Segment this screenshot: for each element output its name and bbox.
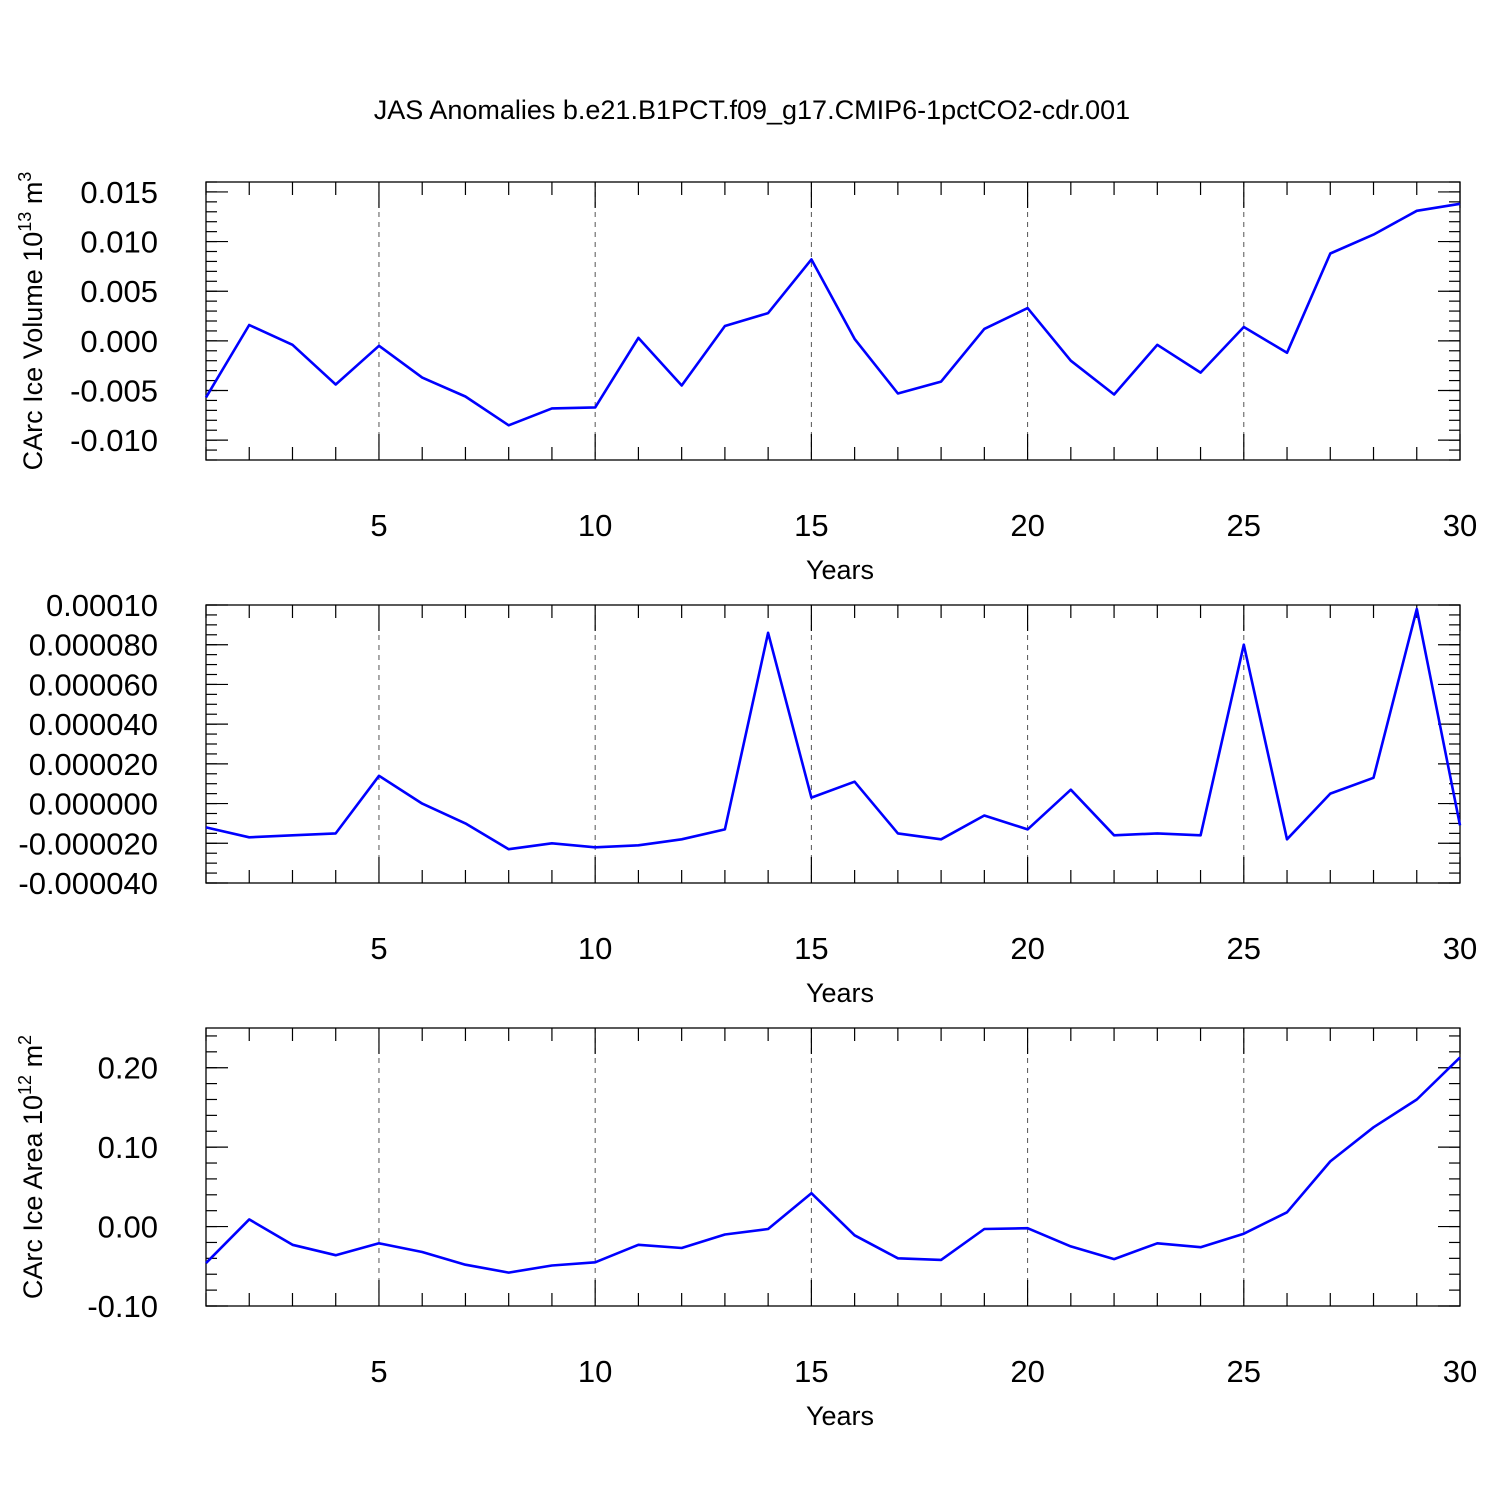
panel-1: 5 10 15 20 25 30 Years 0.015 0.010 0.005 0.000 -0.0… <box>15 172 1477 585</box>
y-tick-label: 0.005 <box>80 274 158 309</box>
y-tick-label: -0.000040 <box>18 866 158 901</box>
data-line <box>205 607 1462 851</box>
y-tick-label: 0.000080 <box>29 628 158 663</box>
y-tick-label: 0.000040 <box>29 707 158 742</box>
y-tick-label: -0.005 <box>70 374 158 409</box>
y-tick-label: 0.000020 <box>29 747 158 782</box>
x-tick-label: 30 <box>1443 1354 1477 1389</box>
x-tick-label: 10 <box>578 508 612 543</box>
y-tick-label: 0.010 <box>80 225 158 260</box>
y-tick-label: 0.00010 <box>46 588 158 623</box>
y-tick-label: 0.20 <box>98 1051 158 1086</box>
y-tick-label: 0.015 <box>80 175 158 210</box>
panel-2: 5 10 15 20 25 30 Years 0.00010 0.000080 0.000060 0… <box>18 588 1477 1008</box>
y-tick-label: -0.010 <box>70 423 158 458</box>
chart-title: JAS Anomalies b.e21.B1PCT.f09_g17.CMIP6-… <box>374 95 1130 125</box>
x-tick-label: 10 <box>578 1354 612 1389</box>
y-tick-label: -0.000020 <box>18 826 158 861</box>
x-tick-label: 25 <box>1227 1354 1261 1389</box>
plot-frame <box>205 181 1461 461</box>
x-tick-label: 15 <box>794 508 828 543</box>
y-tick-label: -0.10 <box>87 1289 158 1324</box>
x-tick-label: 25 <box>1227 508 1261 543</box>
x-tick-label: 5 <box>370 931 387 966</box>
x-tick-label: 20 <box>1010 508 1044 543</box>
panels: 5 10 15 20 25 30Years0.0150.0100.0050.000-0.0… <box>15 172 1477 1431</box>
plot-frame <box>205 1027 1461 1307</box>
y-tick-label: 0.00 <box>98 1210 158 1245</box>
x-tick-label: 10 <box>578 931 612 966</box>
x-tick-label: 30 <box>1443 508 1477 543</box>
data-line <box>204 202 1461 427</box>
panel-3: 5 10 15 20 25 30 Years 0.20 0.10 0.00 -0.10 CArc Ic… <box>15 1027 1477 1431</box>
x-axis-label: Years <box>806 978 874 1008</box>
y-tick-label: 0.10 <box>98 1130 158 1165</box>
y-tick-label: 0.000 <box>80 324 158 359</box>
x-tick-label: 30 <box>1443 931 1477 966</box>
x-tick-label: 20 <box>1010 1354 1044 1389</box>
data-line <box>205 1056 1461 1274</box>
x-tick-label: 20 <box>1010 931 1044 966</box>
y-axis-label: CArc Ice Area 1012 m2 <box>15 1035 48 1299</box>
y-tick-label: 0.000060 <box>29 667 158 702</box>
plot-frame <box>205 604 1461 884</box>
x-tick-label: 25 <box>1227 931 1261 966</box>
x-axis-label: Years <box>806 555 874 585</box>
x-axis-label: Years <box>806 1401 874 1431</box>
x-tick-label: 5 <box>370 1354 387 1389</box>
x-tick-label: 5 <box>370 508 387 543</box>
x-tick-label: 15 <box>794 931 828 966</box>
y-axis-label: CArc Ice Volume 1013 m3 <box>15 172 48 471</box>
x-tick-label: 15 <box>794 1354 828 1389</box>
y-tick-label: 0.000000 <box>29 787 158 822</box>
